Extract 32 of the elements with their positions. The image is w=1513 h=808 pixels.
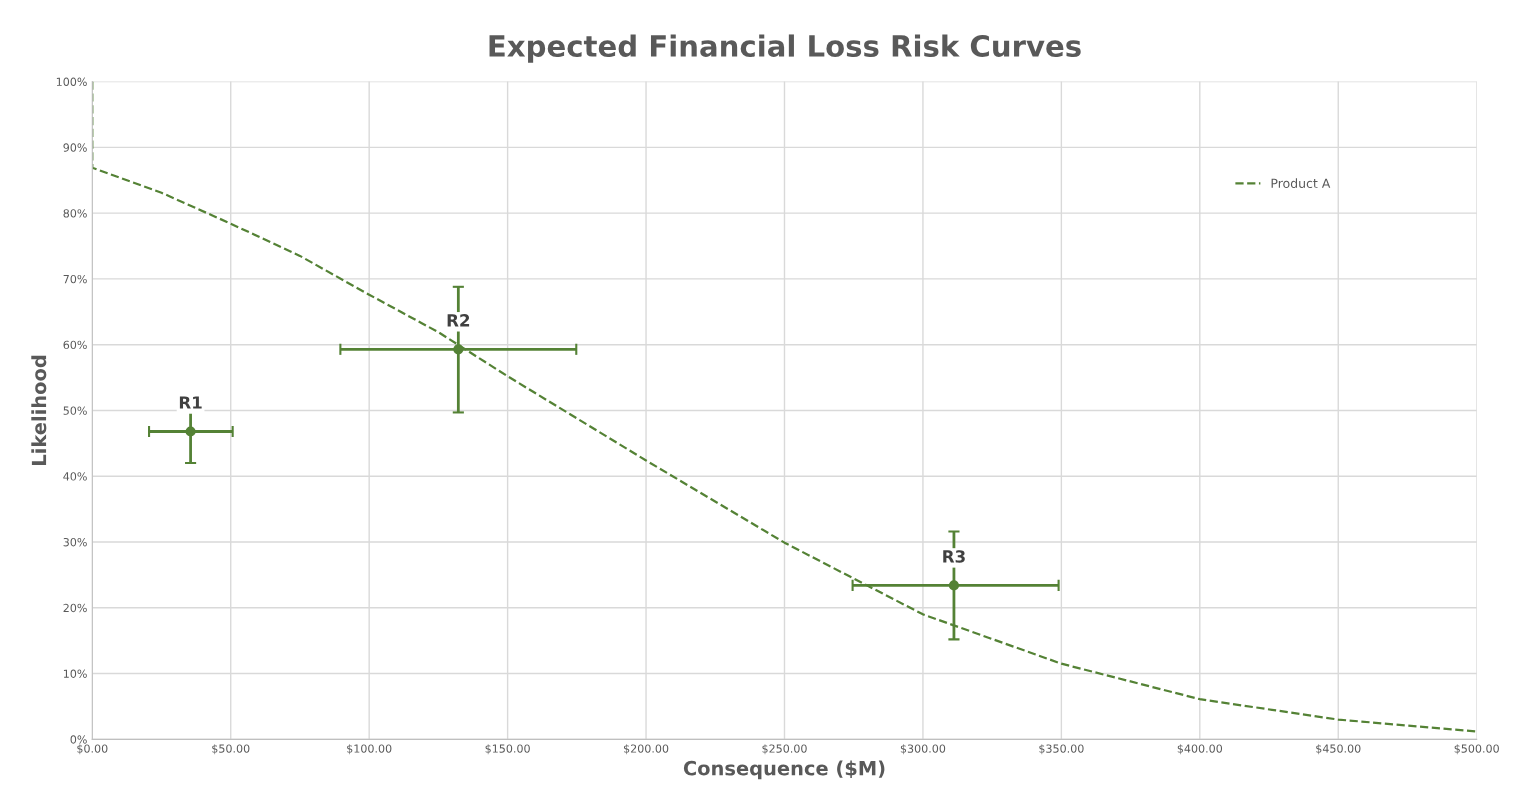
- point: [453, 344, 464, 355]
- x-tick-label: $350.00: [1039, 744, 1084, 755]
- x-tick-label: $450.00: [1316, 744, 1361, 755]
- x-tick-label: $200.00: [624, 744, 669, 755]
- legend-label: Product A: [1271, 178, 1331, 189]
- point: [948, 580, 960, 591]
- annotation: R3: [943, 550, 965, 563]
- y-tick-label: 60%: [63, 340, 87, 350]
- y-tick-label: 80%: [63, 209, 87, 218]
- y-axis-title: Likelihood: [31, 355, 47, 465]
- x-tick-label: $500.00: [1454, 744, 1499, 755]
- x-tick-label: $400.00: [1177, 744, 1223, 755]
- y-tick-label: 20%: [63, 603, 87, 613]
- y-tick-label: 90%: [63, 143, 87, 152]
- y-tick-label: 100%: [56, 77, 87, 86]
- y-tick-label: 0%: [70, 735, 87, 744]
- x-tick-label: $50.00: [212, 744, 250, 755]
- x-tick-label: $300.00: [900, 744, 946, 755]
- y-tick-label: 10%: [63, 669, 87, 678]
- x-tick-label: $0.00: [77, 744, 108, 755]
- y-tick-label: 30%: [63, 537, 87, 547]
- y-tick-label: 40%: [63, 472, 87, 481]
- x-tick-label: $100.00: [347, 744, 392, 755]
- annotation: R2: [447, 314, 470, 327]
- y-tick-label: 70%: [63, 274, 87, 284]
- x-tick-label: $150.00: [485, 744, 530, 755]
- chart-title: Expected Financial Loss Risk Curves: [489, 34, 1081, 63]
- y-tick-label: 50%: [63, 406, 87, 415]
- x-axis-title: Consequence ($M): [683, 760, 885, 780]
- point: [185, 426, 196, 437]
- annotation: R1: [179, 396, 202, 409]
- x-tick-label: $250.00: [762, 744, 807, 755]
